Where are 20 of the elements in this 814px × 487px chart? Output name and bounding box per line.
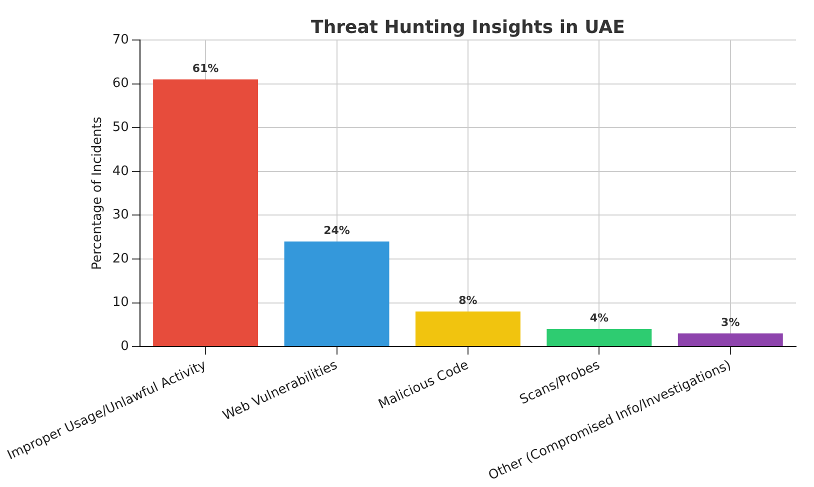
chart-title: Threat Hunting Insights in UAE — [311, 17, 625, 38]
y-tick-label: 20 — [112, 251, 129, 266]
data-label: 4% — [590, 311, 609, 324]
y-tick-label: 50 — [112, 120, 129, 135]
bar — [678, 333, 783, 346]
bar — [153, 79, 258, 346]
y-tick-label: 30 — [112, 208, 129, 223]
data-label: 8% — [458, 294, 478, 307]
y-tick-label: 10 — [112, 295, 129, 310]
y-tick-label: 60 — [112, 76, 129, 92]
y-tick-label: 70 — [112, 32, 129, 48]
data-label: 3% — [721, 316, 740, 329]
y-axis-title: Percentage of Incidents — [90, 116, 105, 270]
bar — [546, 329, 652, 346]
data-label: 61% — [192, 62, 219, 75]
data-label: 24% — [324, 224, 350, 237]
y-tick-label: 0 — [120, 338, 129, 354]
bar — [284, 241, 390, 346]
y-tick-label: 40 — [112, 164, 129, 179]
bar — [415, 312, 520, 346]
